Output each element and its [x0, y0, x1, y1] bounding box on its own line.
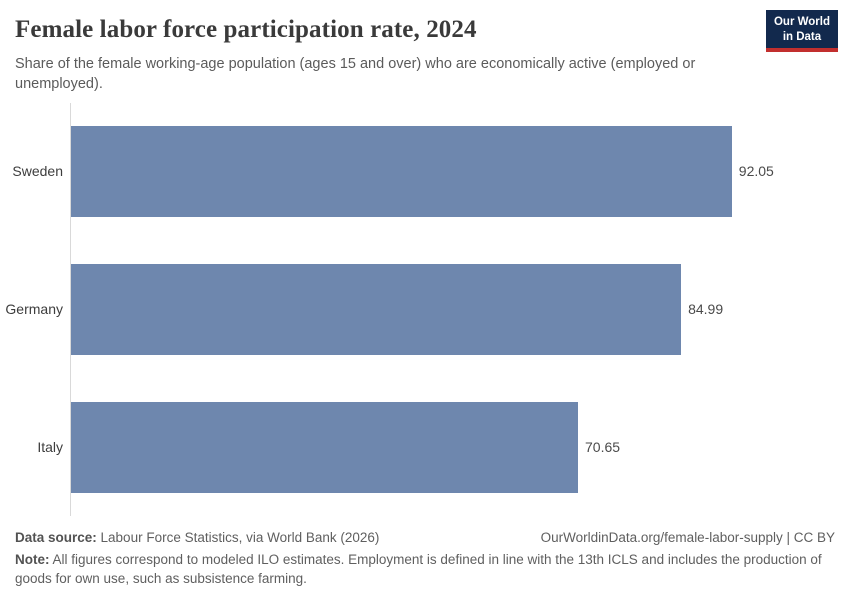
- note-label: Note:: [15, 551, 50, 567]
- chart-header: Female labor force participation rate, 2…: [0, 0, 850, 94]
- data-source-label: Data source:: [15, 529, 97, 545]
- bar-value: 92.05: [738, 163, 774, 180]
- bar-row: Sweden 92.05: [0, 125, 850, 217]
- bar-label: Sweden: [12, 163, 63, 180]
- bar[interactable]: [70, 263, 682, 355]
- bar-value: 84.99: [688, 301, 724, 318]
- bar-label: Italy: [37, 439, 63, 456]
- owid-logo-text-line1: Our World: [773, 16, 830, 28]
- bar-rows: Sweden 92.05 Germany 84.99 Italy 70.65: [0, 103, 850, 493]
- axis-line: [70, 102, 71, 516]
- bar-row: Italy 70.65: [0, 401, 850, 493]
- attribution-link[interactable]: OurWorldinData.org/female-labor-supply |…: [540, 529, 835, 545]
- chart-subtitle: Share of the female working-age populati…: [15, 55, 696, 92]
- bar-row: Germany 84.99: [0, 263, 850, 355]
- bar-value: 70.65: [585, 439, 621, 456]
- bar-chart: Sweden 92.05 Germany 84.99 Italy 70.65: [0, 102, 850, 516]
- bar-label: Germany: [5, 301, 63, 318]
- bar[interactable]: [70, 125, 732, 217]
- chart-footer: Data source: Labour Force Statistics, vi…: [0, 516, 850, 588]
- owid-logo[interactable]: Our World in Data: [765, 10, 838, 53]
- footer-source-line: Data source: Labour Force Statistics, vi…: [15, 528, 835, 547]
- data-source-text: Labour Force Statistics, via World Bank …: [96, 529, 380, 545]
- chart-title: Female labor force participation rate, 2…: [15, 16, 477, 43]
- note-text: All figures correspond to modeled ILO es…: [15, 551, 822, 587]
- bar[interactable]: [70, 401, 578, 493]
- footer-note: Note: All figures correspond to modeled …: [15, 550, 835, 588]
- owid-logo-text-line2: in Data: [782, 30, 822, 43]
- data-source: Data source: Labour Force Statistics, vi…: [15, 528, 379, 547]
